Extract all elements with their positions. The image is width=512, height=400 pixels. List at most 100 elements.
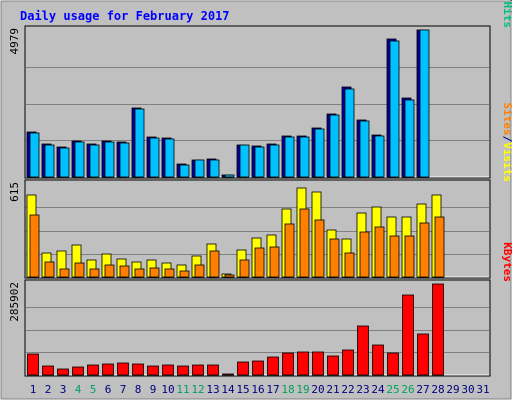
bar-kbytes <box>237 361 249 376</box>
bar-kbytes <box>327 355 339 376</box>
bar-sites <box>119 265 130 278</box>
bar-kbytes <box>387 352 399 376</box>
bar-sites <box>89 268 100 278</box>
bar-kbytes <box>132 363 144 376</box>
max-value-label: 4979 <box>8 28 21 55</box>
bar-kbytes <box>372 344 384 376</box>
bar-sites <box>314 219 325 278</box>
bar-pages <box>314 128 325 178</box>
bar-sites <box>239 259 250 278</box>
x-tick-label: 7 <box>120 383 127 396</box>
bar-pages <box>239 144 250 178</box>
bar-sites <box>194 264 205 278</box>
x-tick-label: 24 <box>371 383 385 396</box>
x-tick-label: 18 <box>281 383 294 396</box>
bar-kbytes <box>57 368 69 376</box>
x-tick-label: 22 <box>341 383 354 396</box>
x-tick-label: 25 <box>386 383 399 396</box>
bar-pages <box>74 141 85 178</box>
x-tick-label: 12 <box>191 383 204 396</box>
bar-sites <box>59 268 70 278</box>
bar-sites <box>74 262 85 278</box>
side-label: KBytes <box>501 242 512 282</box>
bar-sites <box>104 264 115 278</box>
bar-pages <box>119 142 130 178</box>
side-label-part: KBytes <box>501 242 512 282</box>
x-tick-label: 27 <box>416 383 429 396</box>
x-tick-label: 9 <box>150 383 157 396</box>
bar-kbytes <box>117 362 129 376</box>
x-axis-labels: 1 2 3 4 5 6 7 8 9 10 11 12 13 14 15 16 17 18 19 20 21 22 23 24 2… <box>30 383 490 396</box>
bar-sites <box>269 246 280 278</box>
x-tick-label: 19 <box>296 383 309 396</box>
x-tick-label: 30 <box>461 383 474 396</box>
bar-pages <box>104 141 115 178</box>
bar-kbytes <box>252 360 264 376</box>
x-tick-label: 21 <box>326 383 339 396</box>
bar-kbytes <box>417 333 429 376</box>
bar-kbytes <box>192 364 204 376</box>
bar-kbytes <box>27 353 39 376</box>
bar-pages <box>299 136 310 178</box>
bar-sites <box>134 268 145 278</box>
bar-pages <box>224 174 235 178</box>
x-tick-label: 17 <box>266 383 279 396</box>
bar-kbytes <box>207 364 219 376</box>
x-tick-label: 28 <box>431 383 444 396</box>
side-label-part: / <box>501 0 512 2</box>
bar-pages <box>254 146 265 178</box>
bar-pages <box>404 99 415 178</box>
bar-kbytes <box>297 351 309 376</box>
side-label-part: Hits <box>501 2 512 29</box>
bar-pages <box>359 120 370 178</box>
bar-pages <box>209 159 220 178</box>
panel-pages-files-hits: 4979 Pages/Files/Hits <box>8 0 512 179</box>
bar-kbytes <box>432 283 444 376</box>
series-sites <box>29 208 445 278</box>
bar-pages <box>164 138 175 178</box>
bar-sites <box>209 250 220 278</box>
bar-sites <box>149 267 160 278</box>
bar-pages <box>59 147 70 178</box>
bar-kbytes <box>312 351 324 376</box>
bar-sites <box>329 238 340 278</box>
bar-pages <box>419 29 430 178</box>
bar-kbytes <box>42 365 54 376</box>
bar-sites <box>404 235 415 278</box>
x-tick-label: 14 <box>221 383 235 396</box>
panel-kbytes: 285902 KBytes <box>8 242 512 377</box>
x-tick-label: 1 <box>30 383 37 396</box>
x-tick-label: 23 <box>356 383 369 396</box>
bar-kbytes <box>282 352 294 376</box>
x-tick-label: 29 <box>446 383 459 396</box>
bar-sites <box>389 235 400 278</box>
bar-pages <box>194 159 205 178</box>
bar-kbytes <box>402 294 414 376</box>
x-tick-label: 3 <box>60 383 67 396</box>
x-tick-label: 26 <box>401 383 414 396</box>
side-label: Sites/Visits <box>501 103 512 183</box>
bar-sites <box>344 252 355 278</box>
bar-pages <box>179 164 190 178</box>
x-tick-label: 31 <box>476 383 489 396</box>
bar-sites <box>374 226 385 278</box>
bar-sites <box>434 216 445 278</box>
x-tick-label: 4 <box>75 383 82 396</box>
bar-pages <box>374 135 385 178</box>
series-kbytes <box>27 283 444 376</box>
bar-sites <box>179 270 190 278</box>
bar-pages <box>389 40 400 178</box>
x-tick-label: 2 <box>45 383 52 396</box>
x-tick-label: 6 <box>105 383 112 396</box>
bar-pages <box>149 137 160 178</box>
bar-kbytes <box>162 364 174 376</box>
bar-pages <box>89 144 100 178</box>
max-value-label: 285902 <box>8 282 21 322</box>
bar-kbytes <box>342 349 354 376</box>
panel-sites-visits: 615 Sites/Visits <box>8 103 512 279</box>
bar-kbytes <box>147 365 159 376</box>
bar-kbytes <box>357 325 369 376</box>
bar-sites <box>224 274 235 278</box>
